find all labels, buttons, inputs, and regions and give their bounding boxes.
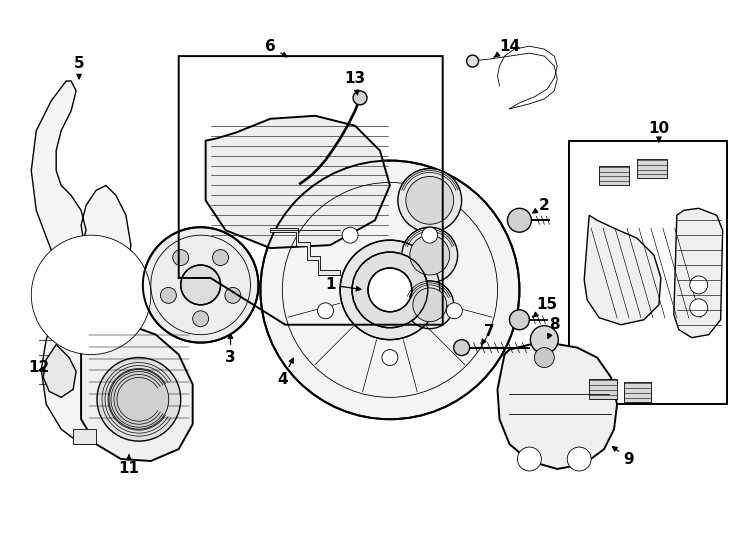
Polygon shape [81,325,192,461]
Text: 13: 13 [344,71,366,94]
Circle shape [192,311,208,327]
Circle shape [509,310,529,330]
Circle shape [531,326,559,354]
Text: 10: 10 [648,122,669,142]
Polygon shape [206,116,390,248]
Circle shape [261,160,520,419]
Circle shape [172,249,189,266]
Circle shape [507,208,531,232]
Circle shape [413,288,447,322]
Text: 2: 2 [533,198,550,213]
Text: 12: 12 [29,360,50,375]
Polygon shape [584,215,661,325]
Circle shape [340,240,440,340]
Polygon shape [589,380,617,400]
Circle shape [225,287,241,303]
Circle shape [382,349,398,366]
Polygon shape [73,429,96,444]
Circle shape [410,235,450,275]
Polygon shape [674,208,723,338]
Polygon shape [599,166,629,185]
Circle shape [353,91,367,105]
Circle shape [32,235,150,355]
Circle shape [352,252,428,328]
Circle shape [534,348,554,368]
Circle shape [690,276,708,294]
Polygon shape [32,81,131,444]
Text: 6: 6 [265,39,287,57]
Circle shape [446,303,462,319]
Text: 8: 8 [548,317,559,339]
Text: 1: 1 [325,278,361,293]
Polygon shape [43,345,76,397]
Circle shape [318,303,333,319]
Circle shape [517,447,542,471]
Circle shape [161,287,176,303]
Circle shape [181,265,220,305]
Circle shape [97,357,181,441]
Polygon shape [498,343,617,469]
Circle shape [342,227,358,243]
Text: 7: 7 [482,324,495,345]
Circle shape [567,447,591,471]
Text: 5: 5 [74,56,84,79]
Polygon shape [624,382,651,402]
Text: 15: 15 [533,298,558,317]
Circle shape [406,281,454,329]
Text: 3: 3 [225,334,236,365]
Circle shape [368,268,412,312]
Circle shape [467,55,479,67]
Circle shape [213,249,228,266]
Polygon shape [270,228,340,275]
Circle shape [454,340,470,355]
Text: 11: 11 [118,455,139,476]
Circle shape [690,299,708,317]
Text: 9: 9 [612,447,634,467]
Text: 4: 4 [277,358,294,387]
Circle shape [398,168,462,232]
Circle shape [406,177,454,224]
Bar [570,140,727,404]
Polygon shape [637,159,667,179]
Circle shape [402,227,458,283]
Circle shape [422,227,437,243]
Text: 14: 14 [494,39,520,57]
Circle shape [143,227,258,342]
Circle shape [109,369,169,429]
